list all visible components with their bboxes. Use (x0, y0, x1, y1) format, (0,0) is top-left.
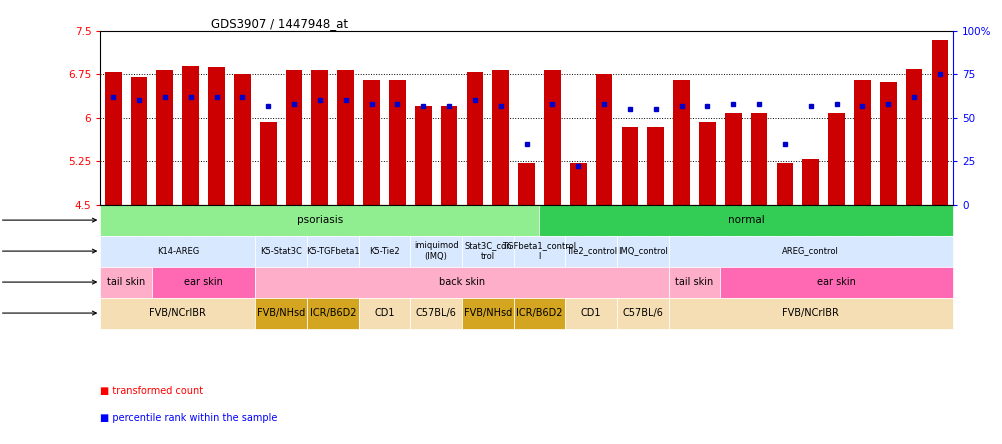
Text: K5-Stat3C: K5-Stat3C (260, 246, 302, 256)
Bar (182, 66, 199, 205)
Bar (595, 75, 612, 205)
Text: Stat3C_con
trol: Stat3C_con trol (464, 242, 511, 261)
Bar (672, 80, 689, 205)
Text: ICR/B6D2: ICR/B6D2 (516, 308, 562, 318)
Text: K5-TGFbeta1: K5-TGFbeta1 (306, 246, 360, 256)
Bar (130, 77, 147, 205)
Text: TGFbeta1_control
l: TGFbeta1_control l (502, 242, 576, 261)
Bar (776, 163, 793, 205)
Bar (233, 75, 250, 205)
Bar (905, 69, 922, 205)
Bar (440, 106, 457, 205)
Bar (749, 113, 767, 205)
Bar (312, 71, 328, 205)
Text: Tie2_control: Tie2_control (565, 246, 616, 256)
Text: tail skin: tail skin (107, 277, 145, 287)
Text: FVB/NCrIBR: FVB/NCrIBR (149, 308, 206, 318)
Bar (100, 205, 539, 236)
Text: GDS3907 / 1447948_at: GDS3907 / 1447948_at (210, 16, 348, 30)
Text: FVB/NHsd: FVB/NHsd (463, 308, 511, 318)
Text: strain: strain (0, 308, 96, 318)
Text: tail skin: tail skin (674, 277, 712, 287)
Text: CD1: CD1 (580, 308, 601, 318)
Bar (208, 67, 224, 205)
Bar (879, 82, 896, 205)
Bar (698, 123, 715, 205)
Text: ■ percentile rank within the sample: ■ percentile rank within the sample (100, 413, 278, 423)
Bar (256, 266, 668, 297)
Bar (359, 236, 410, 266)
Bar (363, 80, 380, 205)
Bar (260, 123, 277, 205)
Bar (828, 113, 844, 205)
Text: K14-AREG: K14-AREG (156, 246, 198, 256)
Bar (802, 159, 819, 205)
Text: ear skin: ear skin (817, 277, 855, 287)
Text: FVB/NHsd: FVB/NHsd (257, 308, 305, 318)
Bar (565, 236, 616, 266)
Bar (931, 40, 947, 205)
Text: C57BL/6: C57BL/6 (622, 308, 662, 318)
Text: C57BL/6: C57BL/6 (415, 308, 456, 318)
Bar (719, 266, 952, 297)
Bar (724, 113, 740, 205)
Bar (462, 297, 513, 329)
Bar (513, 236, 565, 266)
Bar (539, 205, 952, 236)
Bar (668, 297, 952, 329)
Bar (646, 127, 663, 205)
Bar (100, 266, 152, 297)
Bar (513, 297, 565, 329)
Bar (256, 236, 307, 266)
Bar (152, 266, 256, 297)
Text: tissue: tissue (0, 277, 96, 287)
Text: FVB/NCrIBR: FVB/NCrIBR (782, 308, 839, 318)
Bar (156, 71, 173, 205)
Bar (462, 236, 513, 266)
Text: back skin: back skin (439, 277, 485, 287)
Text: imiquimod
(IMQ): imiquimod (IMQ) (414, 242, 458, 261)
Bar (410, 236, 462, 266)
Bar (415, 106, 431, 205)
Bar (668, 266, 719, 297)
Bar (466, 71, 483, 205)
Bar (616, 297, 668, 329)
Bar (668, 236, 952, 266)
Text: ICR/B6D2: ICR/B6D2 (310, 308, 356, 318)
Bar (100, 297, 256, 329)
Bar (307, 236, 359, 266)
Bar (565, 297, 616, 329)
Bar (621, 127, 637, 205)
Text: ear skin: ear skin (184, 277, 222, 287)
Bar (543, 71, 560, 205)
Bar (616, 236, 668, 266)
Bar (492, 71, 509, 205)
Bar (853, 80, 870, 205)
Text: ■ transformed count: ■ transformed count (100, 386, 203, 396)
Text: K5-Tie2: K5-Tie2 (369, 246, 400, 256)
Text: normal: normal (727, 215, 764, 225)
Bar (286, 71, 303, 205)
Text: psoriasis: psoriasis (297, 215, 343, 225)
Bar (337, 71, 354, 205)
Text: AREG_control: AREG_control (782, 246, 839, 256)
Bar (410, 297, 462, 329)
Bar (569, 163, 586, 205)
Bar (100, 236, 256, 266)
Text: CD1: CD1 (374, 308, 395, 318)
Bar (256, 297, 307, 329)
Bar (518, 163, 534, 205)
Bar (359, 297, 410, 329)
Bar (307, 297, 359, 329)
Bar (105, 71, 121, 205)
Bar (389, 80, 406, 205)
Text: IMQ_control: IMQ_control (617, 246, 667, 256)
Text: genotype/variation: genotype/variation (0, 246, 96, 256)
Text: disease state: disease state (0, 215, 96, 225)
